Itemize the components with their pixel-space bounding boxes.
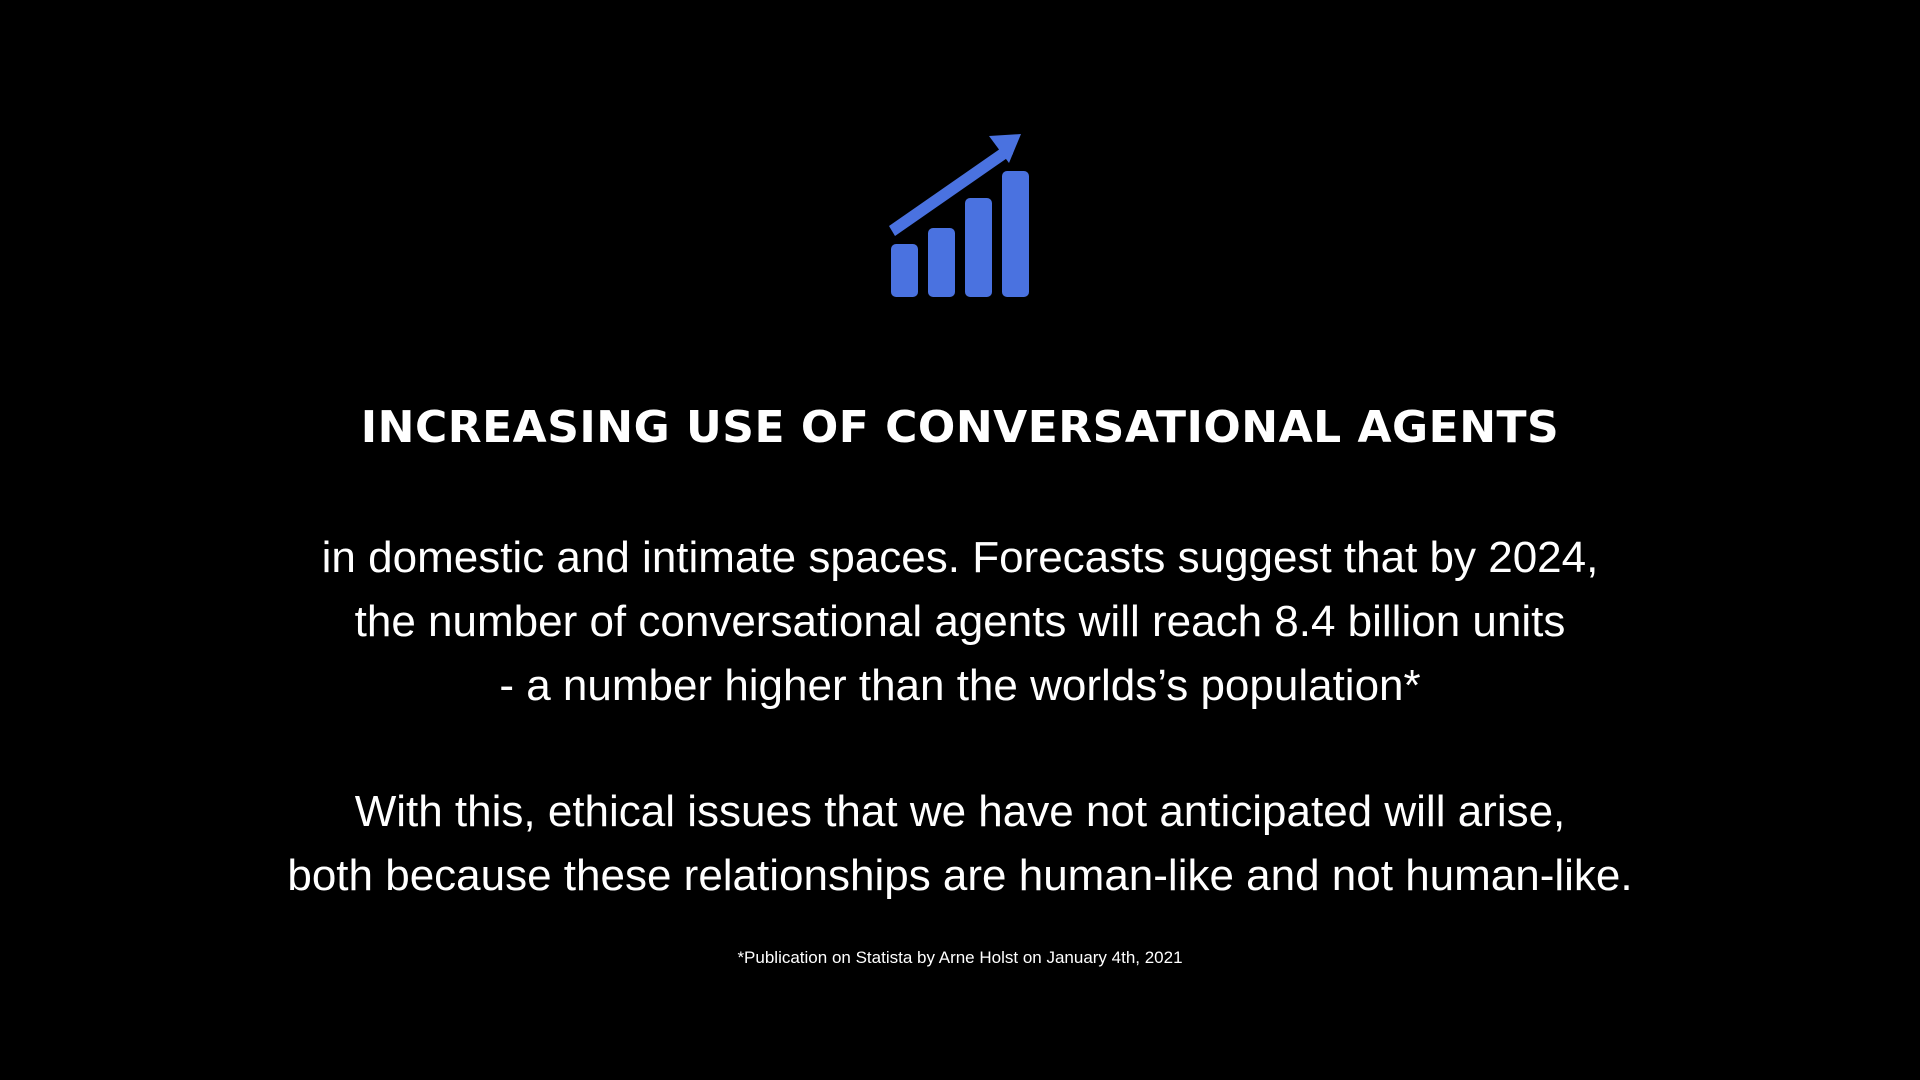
forecast-paragraph: in domestic and intimate spaces. Forecas… — [0, 526, 1920, 718]
source-footnote: *Publication on Statista by Arne Holst o… — [737, 948, 1183, 967]
slide-title: INCREASING USE OF CONVERSATIONAL AGENTS — [360, 402, 1560, 453]
growth-chart-icon — [885, 134, 1035, 299]
paragraph-line: in domestic and intimate spaces. Forecas… — [321, 533, 1599, 582]
paragraph-line: - a number higher than the worlds’s popu… — [499, 661, 1421, 710]
ethics-paragraph: With this, ethical issues that we have n… — [0, 780, 1920, 908]
paragraph-line: the number of conversational agents will… — [354, 597, 1566, 646]
paragraph-line: both because these relationships are hum… — [287, 851, 1633, 900]
paragraph-line: With this, ethical issues that we have n… — [354, 787, 1566, 836]
